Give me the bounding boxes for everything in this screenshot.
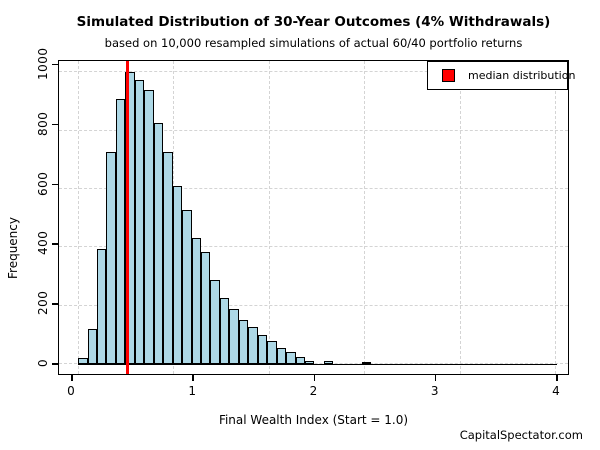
y-tick-label: 600 xyxy=(36,171,50,196)
histogram-bar xyxy=(229,308,239,365)
histogram-bar xyxy=(87,328,97,365)
y-tick-label: 0 xyxy=(36,359,50,368)
x-tick-label: 0 xyxy=(67,384,75,398)
histogram-bar xyxy=(323,361,334,365)
x-tick-label: 3 xyxy=(430,384,439,398)
chart-subtitle: based on 10,000 resampled simulations of… xyxy=(104,36,523,50)
x-tick-label: 4 xyxy=(552,384,560,398)
x-axis-tick xyxy=(192,375,194,381)
x-tick-label: 1 xyxy=(188,384,197,398)
y-axis-tick xyxy=(52,303,58,305)
y-axis-tick xyxy=(52,183,58,185)
plot-area: median distribution xyxy=(58,60,575,375)
histogram-bar xyxy=(96,248,107,365)
x-tick-label: 2 xyxy=(309,384,318,398)
legend-label: median distribution xyxy=(468,69,576,82)
gridline xyxy=(555,61,556,374)
histogram-bar xyxy=(238,319,249,365)
legend-box: median distribution xyxy=(427,61,575,90)
legend-red-square-icon xyxy=(442,69,455,82)
histogram-bar xyxy=(172,186,183,365)
x-axis-tick xyxy=(556,375,558,381)
histogram-bar xyxy=(267,340,277,365)
histogram-bar xyxy=(182,209,192,365)
histogram-baseline xyxy=(78,364,557,366)
histogram-bar xyxy=(295,356,306,365)
histogram-bar xyxy=(276,347,287,365)
gridline xyxy=(59,246,568,248)
y-axis-tick xyxy=(52,363,58,365)
histogram-bar xyxy=(361,361,372,365)
histogram-bar xyxy=(257,334,268,365)
median-line xyxy=(125,61,129,374)
gridline xyxy=(59,71,568,73)
gridline xyxy=(59,129,568,131)
histogram-bar xyxy=(219,298,230,365)
histogram-bar xyxy=(78,358,88,365)
x-axis-tick xyxy=(434,375,437,381)
x-axis-tick xyxy=(71,375,73,381)
y-tick-label: 200 xyxy=(36,291,50,316)
y-tick-label: 800 xyxy=(36,111,50,136)
y-tick-label: 1000 xyxy=(36,47,50,80)
gridline xyxy=(78,61,79,374)
x-axis-tick xyxy=(313,375,315,381)
histogram-bar xyxy=(191,238,201,365)
x-axis-label: Final Wealth Index (Start = 1.0) xyxy=(218,413,409,427)
histogram-bar xyxy=(305,360,315,365)
y-axis-label: Frequency xyxy=(6,217,20,279)
histogram-bar xyxy=(144,90,154,365)
watermark: CapitalSpectator.com xyxy=(459,428,583,442)
histogram-bar xyxy=(115,99,126,365)
gridline xyxy=(459,61,461,374)
histogram-bar xyxy=(134,80,145,365)
y-tick-label: 400 xyxy=(36,231,50,256)
gridline xyxy=(59,304,568,306)
y-axis-tick xyxy=(52,63,58,66)
gridline xyxy=(364,61,366,374)
gridline xyxy=(268,61,270,374)
histogram-bar xyxy=(248,327,258,365)
histogram-bar xyxy=(106,151,116,365)
histogram-bar xyxy=(153,123,164,365)
chart-title: Simulated Distribution of 30-Year Outcom… xyxy=(76,14,551,30)
histogram-bar xyxy=(210,280,220,365)
gridline xyxy=(59,187,568,189)
y-axis-tick xyxy=(52,123,58,126)
histogram-bar xyxy=(201,251,211,365)
histogram-bar xyxy=(286,351,296,365)
y-axis-tick xyxy=(52,243,58,245)
histogram-bar xyxy=(163,151,173,365)
